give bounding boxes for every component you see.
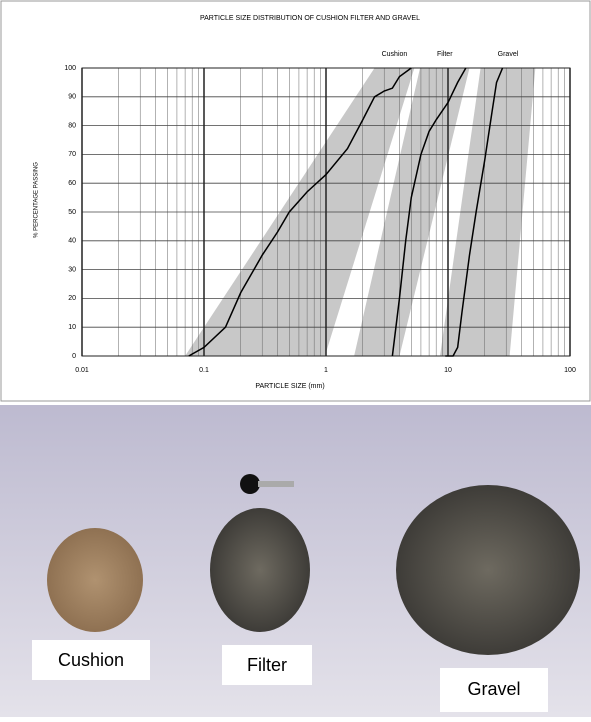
figure: PARTICLE SIZE DISTRIBUTION OF CUSHION FI…	[0, 0, 591, 717]
band-label: Gravel	[498, 51, 519, 58]
y-tick-label: 60	[68, 180, 76, 187]
photo-label: Filter	[247, 655, 287, 675]
y-tick-label: 40	[68, 238, 76, 245]
band-label: Cushion	[382, 51, 408, 58]
photo: Cushion Filter Gravel	[0, 405, 591, 717]
x-tick-label: 1	[324, 367, 328, 374]
x-tick-label: 0.1	[199, 367, 209, 374]
y-tick-label: 0	[72, 353, 76, 360]
y-tick-label: 80	[68, 122, 76, 129]
filter-heap	[210, 508, 310, 632]
x-tick-label: 0.01	[75, 367, 89, 374]
x-tick-label: 10	[444, 367, 452, 374]
cushion-heap	[47, 528, 143, 632]
y-axis-label: % PERCENTAGE PASSING	[34, 162, 40, 238]
gravel-heap	[396, 485, 580, 655]
key-blade	[258, 481, 294, 487]
y-tick-label: 90	[68, 94, 76, 101]
key-icon	[240, 474, 260, 494]
chart-title: PARTICLE SIZE DISTRIBUTION OF CUSHION FI…	[200, 15, 420, 22]
y-tick-label: 10	[68, 324, 76, 331]
y-tick-label: 100	[64, 65, 76, 72]
band-label: Filter	[437, 51, 453, 58]
y-tick-label: 20	[68, 295, 76, 302]
photo-label: Gravel	[467, 679, 520, 699]
photo-label: Cushion	[58, 650, 124, 670]
x-tick-label: 100	[564, 367, 576, 374]
y-tick-label: 70	[68, 151, 76, 158]
y-tick-label: 30	[68, 266, 76, 273]
page: {"chart_data": {"type": "line", "title":…	[0, 0, 591, 717]
y-tick-label: 50	[68, 209, 76, 216]
x-axis-label: PARTICLE SIZE (mm)	[255, 383, 324, 390]
